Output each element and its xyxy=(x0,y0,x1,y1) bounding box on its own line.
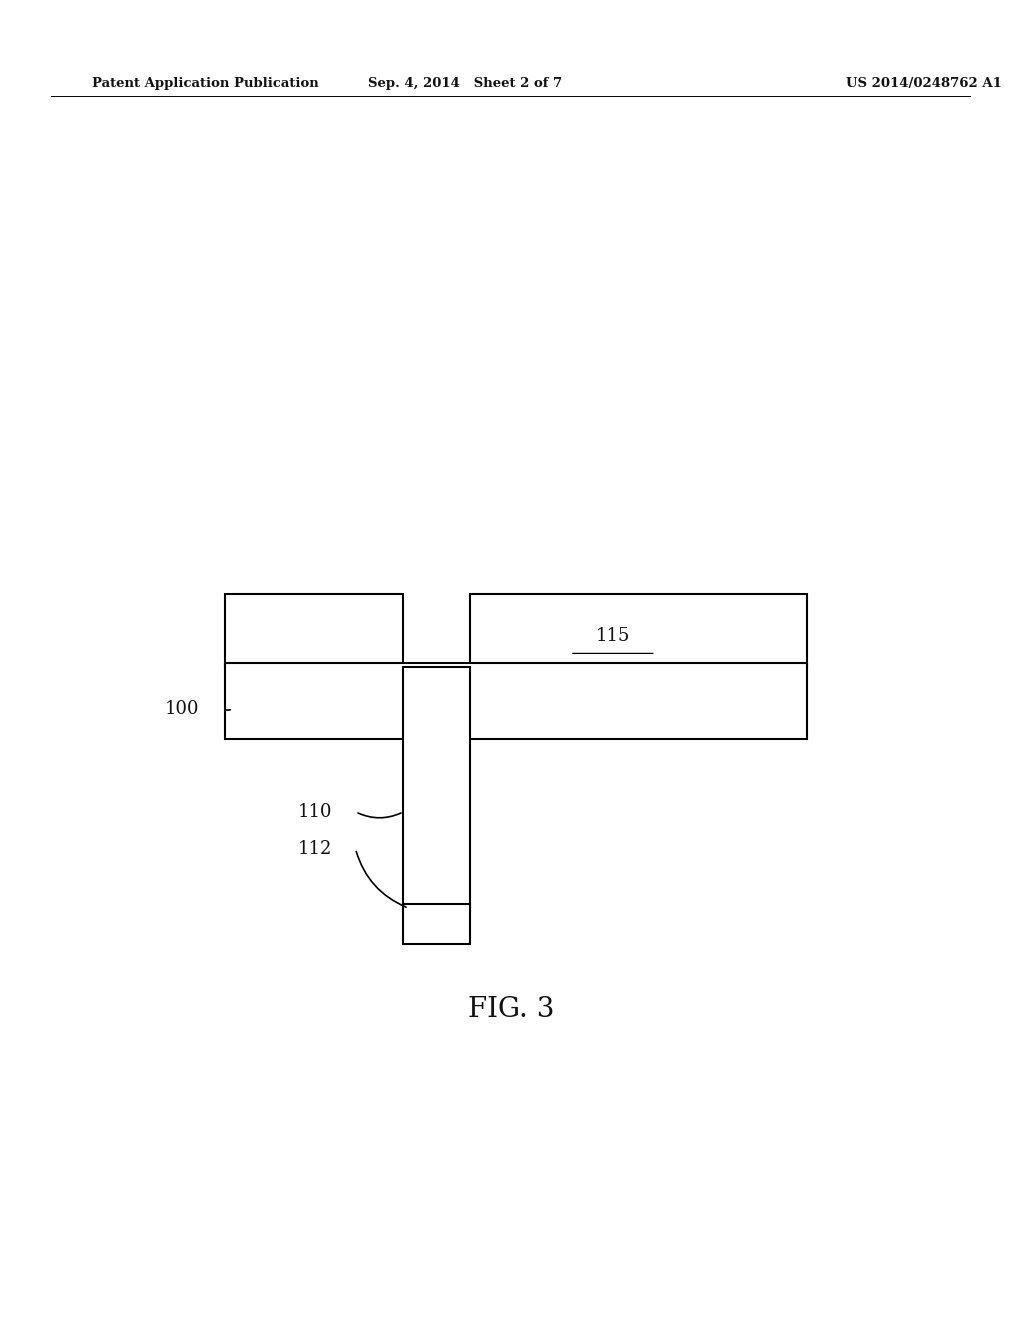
Bar xyxy=(470,594,807,667)
Bar xyxy=(403,904,470,944)
Text: Sep. 4, 2014   Sheet 2 of 7: Sep. 4, 2014 Sheet 2 of 7 xyxy=(368,77,562,90)
Text: 112: 112 xyxy=(298,840,332,858)
Text: 100: 100 xyxy=(165,700,200,718)
Text: 115: 115 xyxy=(596,627,630,645)
Bar xyxy=(224,594,403,667)
Text: FIG. 3: FIG. 3 xyxy=(468,997,554,1023)
Text: US 2014/0248762 A1: US 2014/0248762 A1 xyxy=(847,77,1002,90)
Bar xyxy=(403,667,470,911)
Text: 110: 110 xyxy=(298,803,332,821)
Bar xyxy=(224,663,807,739)
Text: Patent Application Publication: Patent Application Publication xyxy=(92,77,318,90)
